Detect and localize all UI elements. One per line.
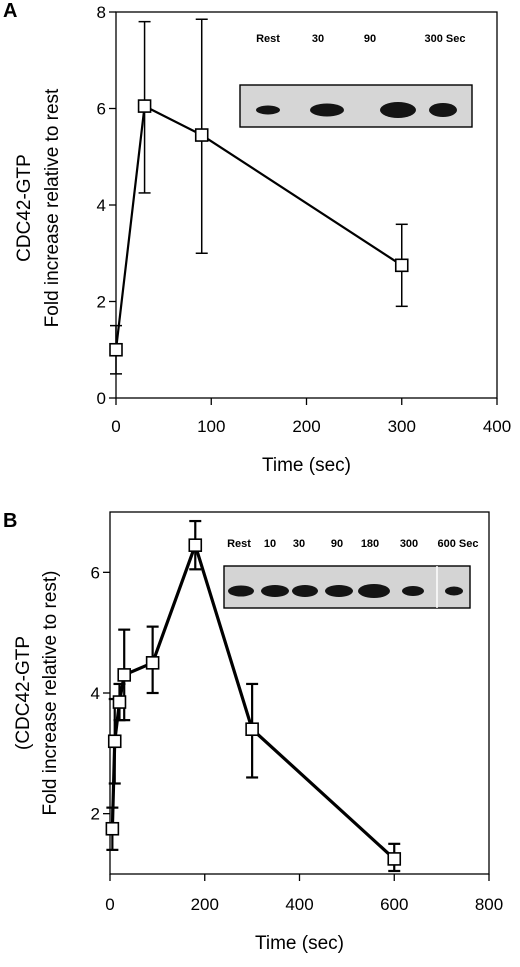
data-point-marker xyxy=(188,538,203,552)
data-point-marker xyxy=(245,722,259,737)
y-tick-label: 4 xyxy=(97,196,106,215)
x-tick-label: 0 xyxy=(105,895,114,914)
data-point-marker xyxy=(107,734,122,749)
blot-band xyxy=(310,103,344,117)
data-series xyxy=(109,18,409,375)
x-tick-label: 0 xyxy=(111,417,120,436)
y-tick-label: 8 xyxy=(97,3,106,22)
x-tick-label: 100 xyxy=(197,417,225,436)
x-tick-label: 400 xyxy=(285,895,313,914)
lane-label: 30 xyxy=(312,33,324,45)
blot-band xyxy=(445,586,463,596)
data-point-marker xyxy=(109,342,123,357)
lane-label: 300 xyxy=(400,538,418,550)
y-tick-label: 4 xyxy=(91,684,100,703)
y-tick-label: 0 xyxy=(97,389,106,408)
y-tick-label: 2 xyxy=(91,805,100,824)
x-axis-title: Time (sec) xyxy=(255,933,344,954)
x-axis-title: Time (sec) xyxy=(262,455,351,476)
data-point-marker xyxy=(137,99,152,113)
data-point-marker xyxy=(112,695,127,709)
blot-band xyxy=(325,585,353,597)
lane-label: 30 xyxy=(293,538,305,550)
data-point-marker xyxy=(145,656,160,670)
y-tick-label: 6 xyxy=(97,100,106,119)
data-series xyxy=(105,519,402,873)
blot-band xyxy=(358,584,390,598)
lane-label: 90 xyxy=(331,538,343,550)
blot-band xyxy=(228,585,254,597)
x-tick-label: 300 xyxy=(388,417,416,436)
blot-band xyxy=(261,585,289,597)
x-tick-label: 400 xyxy=(483,417,511,436)
blot-band xyxy=(429,103,457,117)
x-tick-label: 800 xyxy=(475,895,503,914)
lane-label: 10 xyxy=(264,538,276,550)
y-axis-title-line: CDC42-GTP xyxy=(14,154,35,262)
lane-label: 90 xyxy=(364,33,376,45)
series-line xyxy=(114,104,403,350)
y-tick-label: 2 xyxy=(97,293,106,312)
lane-label: Rest xyxy=(227,538,251,550)
blot-band xyxy=(380,102,416,118)
plot-frame xyxy=(115,11,498,399)
lane-label: Rest xyxy=(256,33,280,45)
blot-inset: Rest 10 30 90 180 300 600 Sec xyxy=(223,538,479,609)
x-tick-label: 200 xyxy=(292,417,320,436)
y-axis-title-line: Fold increase relative to rest) xyxy=(40,571,61,816)
y-axis-title-line: Fold increase relative to rest xyxy=(42,88,63,327)
x-tick-label: 600 xyxy=(380,895,408,914)
data-point-marker xyxy=(105,821,120,836)
data-point-marker xyxy=(394,258,409,273)
panel-b: B 0 200 400 600 800 2 4 6 Time (sec) (CDC42-GTP Fol… xyxy=(3,510,503,954)
x-tick-label: 200 xyxy=(191,895,219,914)
data-point-marker xyxy=(387,852,402,866)
blot-band xyxy=(256,105,280,115)
y-tick-label: 6 xyxy=(91,563,100,582)
panel-letter: A xyxy=(3,0,17,22)
lane-label: 300 Sec xyxy=(425,33,466,45)
blot-inset: Rest 30 90 300 Sec xyxy=(239,33,473,128)
y-axis-title-line: (CDC42-GTP xyxy=(13,636,34,750)
panel-a: A 0 100 200 300 400 0 2 4 6 8 Time (sec) CDC42-GTP Fo… xyxy=(3,0,511,476)
panel-letter: B xyxy=(3,510,17,532)
data-point-marker xyxy=(117,668,132,682)
blot-band xyxy=(402,586,424,596)
blot-band xyxy=(292,585,318,597)
lane-label: 600 Sec xyxy=(438,538,479,550)
data-point-marker xyxy=(194,128,209,142)
lane-label: 180 xyxy=(361,538,379,550)
